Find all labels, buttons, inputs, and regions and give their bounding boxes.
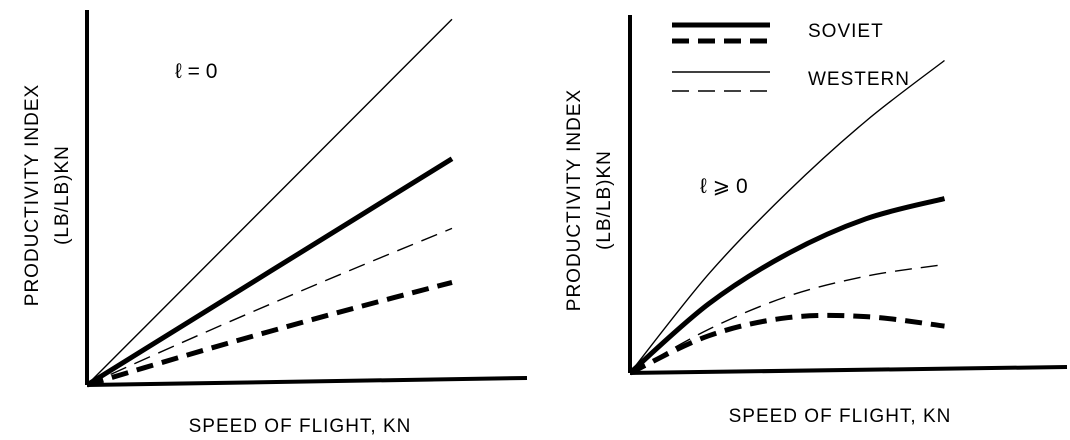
right-series-group <box>628 59 946 376</box>
chart-right: PRODUCTIVITY INDEX (LB/LB)KN SPEED OF FL… <box>564 15 1068 427</box>
right-series-western-dashed <box>629 263 945 374</box>
right-xlabel: SPEED OF FLIGHT, KN <box>729 406 952 427</box>
right-ylabel-line1: PRODUCTIVITY INDEX <box>564 89 585 311</box>
legend-label-western: WESTERN <box>808 69 910 90</box>
left-series-soviet-solid <box>85 156 454 388</box>
right-x-axis <box>629 365 1068 375</box>
left-ylabel-line2: (LB/LB)KN <box>52 145 73 245</box>
right-annotation: ℓ ⩾ 0 <box>700 175 748 198</box>
left-series-soviet-dashed <box>86 279 453 388</box>
right-series-soviet-solid <box>628 196 946 375</box>
left-series-western-dashed <box>86 227 453 386</box>
left-ylabel-line1: PRODUCTIVITY INDEX <box>22 84 43 306</box>
right-ylabel-line2: (LB/LB)KN <box>594 150 615 250</box>
left-series-group <box>85 18 454 388</box>
legend-label-soviet: SOVIET <box>808 21 884 42</box>
left-xlabel: SPEED OF FLIGHT, KN <box>189 416 412 437</box>
left-x-axis <box>86 376 528 387</box>
right-series-western-solid <box>629 59 945 374</box>
left-annotation: ℓ = 0 <box>175 60 217 83</box>
chart-left: PRODUCTIVITY INDEX (LB/LB)KN SPEED OF FL… <box>22 10 528 437</box>
right-series-soviet-dashed <box>628 312 945 376</box>
legend: SOVIET WESTERN <box>672 21 910 92</box>
left-series-western-solid <box>86 18 453 386</box>
